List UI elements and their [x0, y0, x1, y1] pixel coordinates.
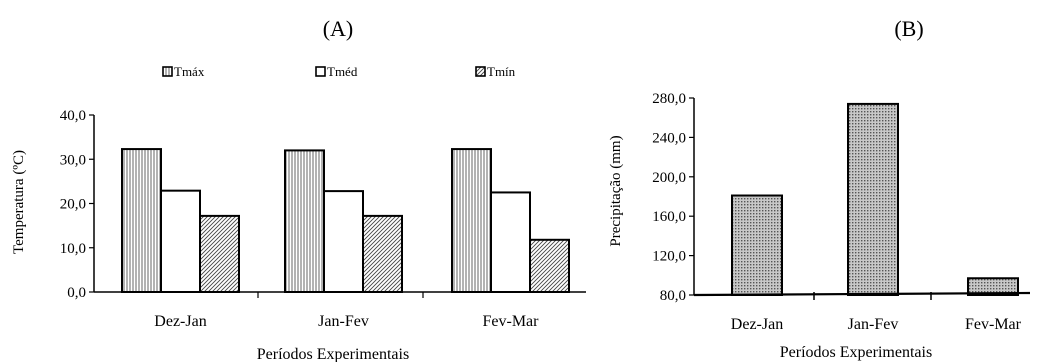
y-tick-label: 10,0: [60, 241, 86, 257]
y-axis-label: Temperatura (ºC): [11, 150, 27, 254]
precipitation-chart: 80,0 120,0 160,0 200,0 240,0 280,0 Dez-Jan Jan-…: [608, 91, 1031, 361]
legend-label: Tmín: [487, 64, 516, 79]
bar-dez-jan-1: [160, 189, 201, 293]
legend-label: Tméd: [327, 64, 358, 79]
legend-label: Tmáx: [174, 64, 205, 79]
bar-dez-jan-2: [199, 214, 240, 293]
panel-b-label: (B): [894, 16, 923, 41]
x-tick-label: Dez-Jan: [154, 313, 206, 330]
x-tick-label: Dez-Jan: [731, 316, 783, 333]
legend: Tmáx Tméd Tmín: [162, 64, 516, 79]
bar-jan-fev: [847, 102, 899, 296]
bar-dez-jan-0: [121, 148, 162, 293]
bars: [731, 102, 1019, 297]
panel-a-label: (A): [323, 16, 354, 41]
y-axis-label: Precipitação (mm): [608, 135, 624, 246]
legend-swatch: [162, 66, 173, 77]
x-axis-label: Períodos Experimentais: [257, 346, 409, 362]
y-tick-label: 280,0: [652, 91, 686, 107]
legend-swatch: [315, 66, 326, 77]
x-axis-label: Períodos Experimentais: [780, 344, 932, 361]
legend-item-1: Tméd: [315, 64, 358, 79]
legend-swatch: [475, 66, 486, 77]
y-tick-label: 0,0: [67, 285, 86, 301]
y-tick-label: 240,0: [652, 130, 686, 146]
bars: [121, 148, 570, 294]
temperature-chart: Tmáx Tméd Tmín 0,0 10,0 20,0 30,0 40,0 Dez-Jan J…: [11, 64, 586, 362]
y-tick-label: 80,0: [660, 288, 686, 304]
y-tick-label: 160,0: [652, 209, 686, 225]
bar-fev-mar-2: [529, 238, 570, 294]
bar-jan-fev-0: [284, 149, 325, 293]
bar-jan-fev-2: [362, 214, 403, 293]
legend-item-2: Tmín: [475, 64, 516, 79]
x-tick-label: Fev-Mar: [483, 313, 540, 330]
y-tick-label: 200,0: [652, 170, 686, 186]
axes: 0,0 10,0 20,0 30,0 40,0 Dez-Jan Jan-Fev Fev-Mar: [60, 108, 586, 330]
axes: 80,0 120,0 160,0 200,0 240,0 280,0 Dez-Jan Jan-…: [652, 91, 1031, 333]
y-tick-label: 20,0: [60, 197, 86, 213]
bar-fev-mar: [967, 277, 1019, 297]
bar-fev-mar-0: [451, 148, 492, 293]
x-tick-label: Jan-Fev: [318, 313, 369, 330]
y-tick-label: 40,0: [60, 108, 86, 124]
legend-item-0: Tmáx: [162, 64, 205, 79]
bar-fev-mar-1: [490, 191, 531, 293]
y-tick-label: 30,0: [60, 152, 86, 168]
y-tick-label: 120,0: [652, 249, 686, 265]
bar-dez-jan: [731, 194, 783, 296]
bar-jan-fev-1: [323, 190, 364, 293]
x-axis-line: [693, 291, 1031, 297]
x-tick-label: Jan-Fev: [848, 316, 899, 333]
x-tick-label: Fev-Mar: [965, 316, 1022, 333]
